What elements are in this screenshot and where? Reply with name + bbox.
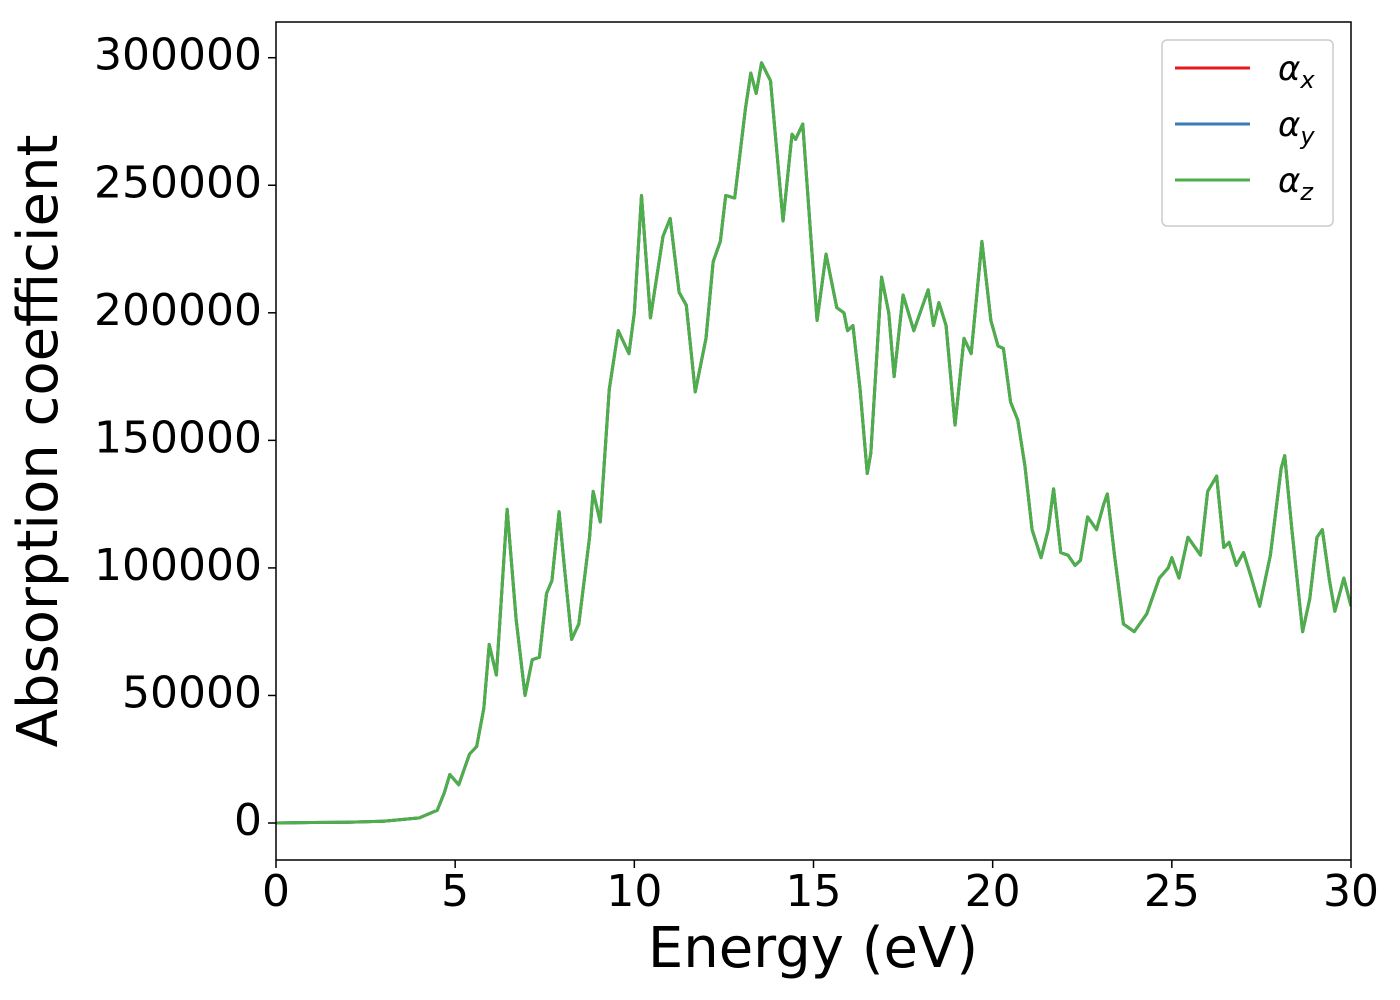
x-tick-label: 25 [1144, 866, 1200, 917]
y-tick-label: 300000 [94, 30, 262, 81]
x-tick-label: 15 [786, 866, 842, 917]
y-axis-label: Absorption coefficient [6, 135, 71, 748]
x-tick-label: 30 [1323, 866, 1379, 917]
series-line [276, 61, 1351, 825]
y-tick-label: 0 [234, 795, 262, 846]
y-tick-label: 250000 [94, 157, 262, 208]
plot-frame [275, 21, 1352, 861]
x-tick-label: 10 [606, 866, 662, 917]
y-tick-label: 100000 [94, 540, 262, 591]
y-tick-label: 50000 [122, 667, 262, 718]
y-tick-label: 150000 [94, 412, 262, 463]
x-tick-label: 5 [441, 866, 469, 917]
legend-label: αy [1278, 105, 1315, 150]
x-tick-label: 0 [262, 866, 290, 917]
y-tick-label: 200000 [94, 285, 262, 336]
x-axis-label: Energy (eV) [648, 916, 978, 981]
x-tick-label: 20 [965, 866, 1021, 917]
legend-label: αx [1278, 49, 1315, 94]
legend-label: αz [1278, 161, 1314, 206]
